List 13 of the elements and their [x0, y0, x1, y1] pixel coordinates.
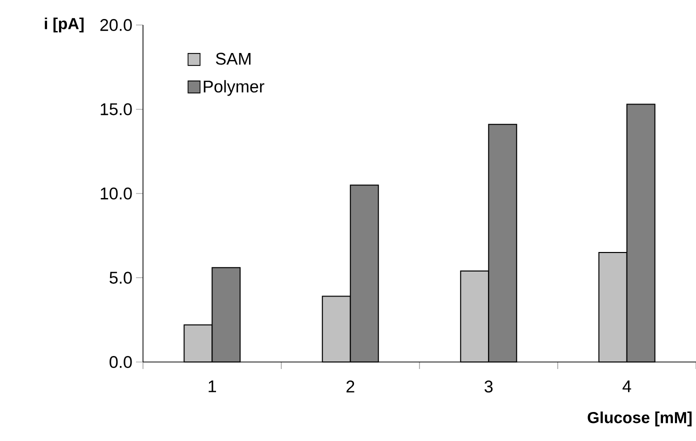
y-tick-label: 10.0: [100, 188, 132, 200]
y-tick-label: 5.0: [110, 272, 132, 284]
y-axis-title: i [pA]: [44, 18, 84, 32]
legend-label: SAM: [216, 52, 250, 65]
y-tick-label: 15.0: [100, 103, 132, 116]
y-tick-label: 20.0: [100, 19, 132, 31]
x-tick-label: 4: [622, 380, 632, 392]
y-tick-label: 0.0: [110, 356, 132, 368]
legend-label: Polymer: [204, 80, 264, 96]
x-tick-label: 3: [484, 380, 493, 393]
x-axis-title: Glucose [mM]: [588, 412, 692, 426]
x-tick-label: 2: [346, 380, 354, 392]
x-tick-label: 1: [208, 380, 216, 392]
